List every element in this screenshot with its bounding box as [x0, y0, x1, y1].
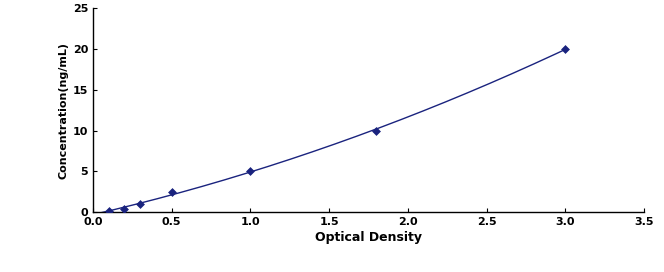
Y-axis label: Concentration(ng/mL): Concentration(ng/mL) — [58, 42, 68, 179]
X-axis label: Optical Density: Optical Density — [315, 231, 422, 244]
Point — [135, 202, 145, 206]
Point — [560, 47, 570, 51]
Point — [245, 169, 256, 174]
Point — [167, 190, 177, 194]
Point — [119, 207, 129, 211]
Point — [371, 128, 382, 133]
Point — [104, 209, 114, 213]
